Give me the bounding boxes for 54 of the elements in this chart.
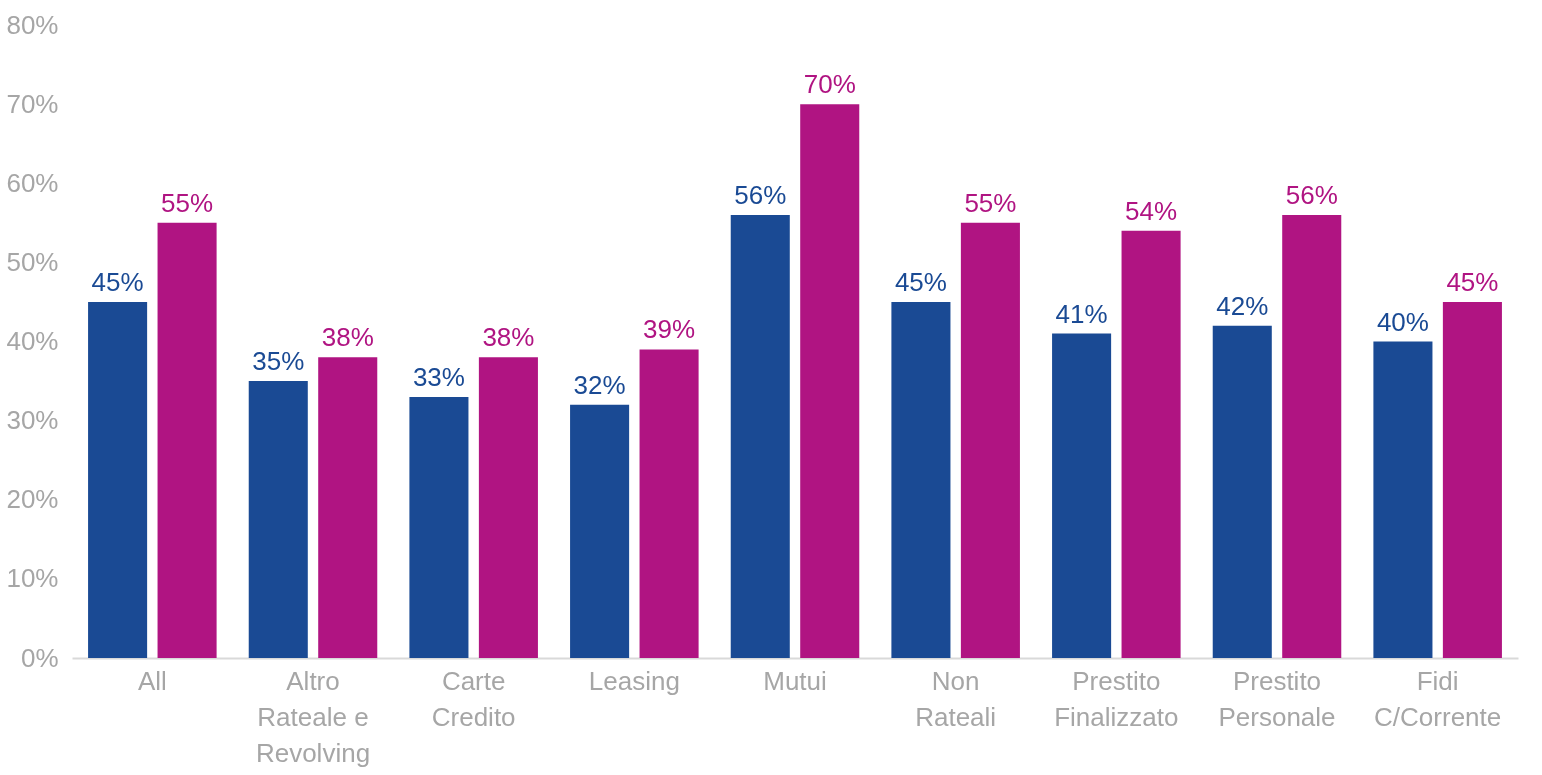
y-tick-label: 0%	[20, 642, 59, 673]
bar	[1121, 230, 1181, 658]
data-label: 39%	[643, 314, 696, 345]
x-tick-label: Carte Credito	[431, 665, 516, 732]
bar	[570, 404, 630, 658]
bar	[730, 214, 790, 658]
data-label: 38%	[482, 322, 535, 353]
y-tick-label: 60%	[6, 167, 59, 198]
y-tick-label: 40%	[6, 326, 59, 356]
y-tick-label: 80%	[6, 9, 59, 40]
bar	[639, 349, 699, 658]
x-tick-label: Prestito Finalizzato	[1054, 665, 1179, 732]
data-label: 45%	[1446, 266, 1499, 297]
data-label: 35%	[252, 346, 305, 377]
x-tick-label: Leasing	[588, 665, 680, 696]
bar	[88, 301, 148, 658]
data-label: 40%	[1376, 306, 1429, 337]
x-tick-label: Mutui	[763, 665, 827, 696]
x-tick-label: All	[137, 665, 167, 696]
bar	[318, 357, 378, 658]
bar	[1052, 333, 1112, 658]
bar	[800, 104, 860, 658]
data-label: 38%	[321, 322, 374, 353]
data-label: 55%	[964, 187, 1017, 218]
data-label: 45%	[91, 266, 144, 297]
y-tick-label: 50%	[6, 246, 59, 277]
data-label: 42%	[1216, 290, 1269, 321]
y-tick-label: 30%	[6, 405, 59, 436]
data-label: 41%	[1055, 298, 1108, 329]
bar	[960, 222, 1020, 658]
data-label: 56%	[734, 179, 787, 210]
data-label: 55%	[161, 187, 214, 218]
bar	[891, 301, 951, 658]
data-label: 32%	[573, 369, 626, 400]
x-tick-label: Non Rateali	[915, 665, 997, 732]
data-label: 54%	[1125, 195, 1178, 226]
bar	[1442, 301, 1502, 658]
data-label: 45%	[894, 266, 947, 297]
y-tick-label: 70%	[6, 88, 59, 119]
data-label: 56%	[1285, 179, 1338, 210]
x-tick-label: Fidi C/Corrente	[1374, 665, 1502, 732]
bar	[409, 396, 469, 658]
x-tick-label: Altro Rateale e Revolving	[255, 665, 371, 768]
data-label: 33%	[412, 361, 465, 392]
bar	[248, 381, 308, 658]
bar	[1212, 325, 1272, 658]
y-tick-label: 20%	[6, 484, 59, 515]
bar	[157, 222, 217, 658]
y-tick-label: 10%	[6, 563, 59, 594]
bar	[478, 357, 538, 658]
x-tick-label: Prestito Personale	[1218, 665, 1336, 732]
bar	[1282, 214, 1342, 658]
data-label: 70%	[803, 69, 856, 100]
bar	[1373, 341, 1433, 658]
